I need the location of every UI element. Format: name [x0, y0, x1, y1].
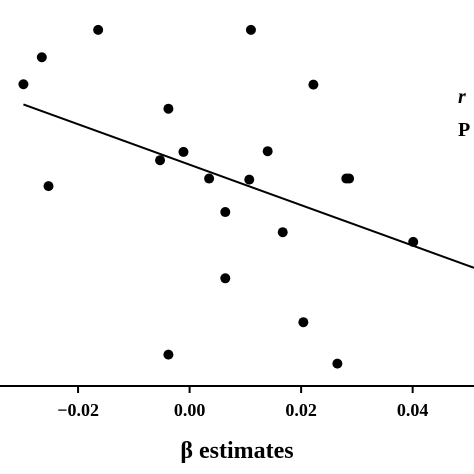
data-point [262, 146, 273, 157]
x-axis-ticks: −0.02 0.00 0.02 0.04 [57, 386, 428, 420]
data-point [277, 227, 288, 238]
regression-line [23, 103, 474, 269]
data-point [163, 103, 174, 114]
data-point [43, 181, 54, 192]
annotation-p: P [458, 119, 470, 141]
x-tick-label: 0.00 [174, 400, 206, 420]
data-point [220, 273, 231, 284]
annotation-r: r [458, 86, 466, 108]
data-point [298, 317, 309, 328]
x-axis-label: β estimates [180, 438, 293, 464]
data-point [332, 358, 343, 369]
data-point [245, 24, 256, 35]
x-tick-label: 0.02 [285, 400, 317, 420]
data-point [155, 155, 166, 166]
data-point [244, 174, 255, 185]
data-point [18, 79, 29, 90]
x-tick-label: −0.02 [57, 400, 99, 420]
plot-area: −0.02 0.00 0.02 0.04 [0, 24, 474, 420]
data-point [308, 79, 319, 90]
data-point [204, 173, 215, 184]
data-point [220, 207, 231, 218]
data-point [36, 52, 47, 63]
data-point [93, 24, 104, 35]
x-tick-label: 0.04 [397, 400, 429, 420]
data-point [163, 349, 174, 360]
data-point [344, 173, 355, 184]
data-point [178, 146, 189, 157]
data-point [408, 236, 419, 247]
data-points [18, 24, 419, 369]
